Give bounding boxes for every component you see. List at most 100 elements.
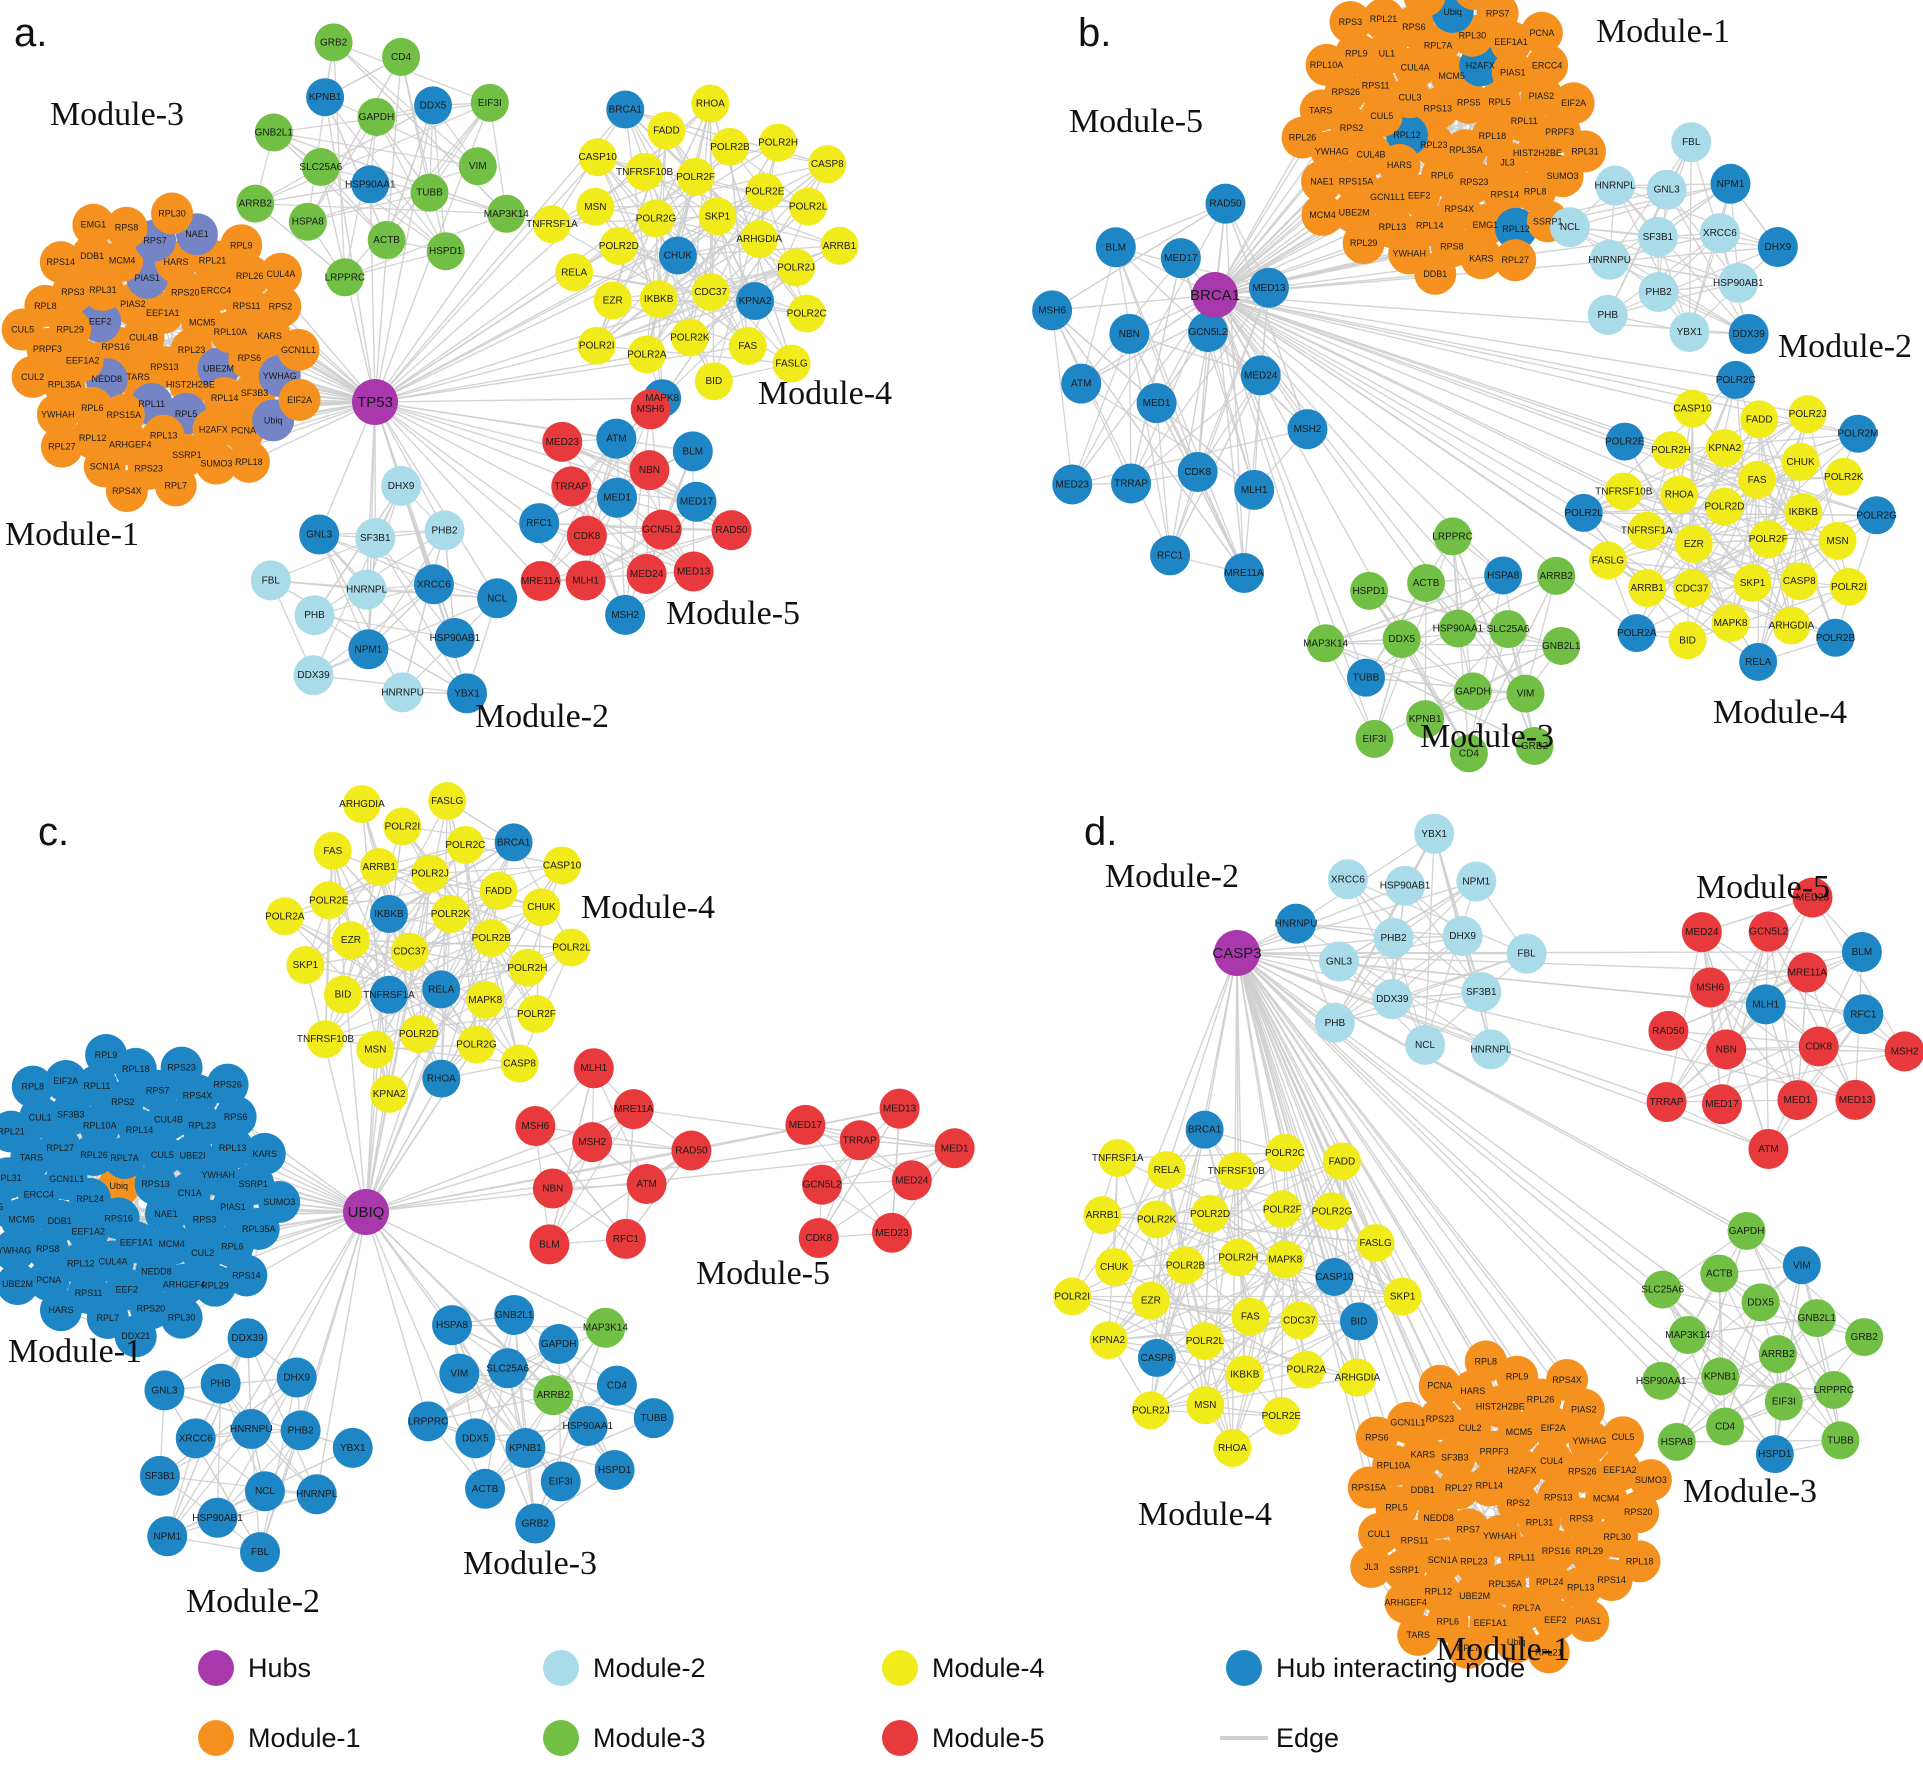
gene-node-label: RPL9 <box>95 1050 118 1060</box>
gene-node-label: GNL3 <box>1326 956 1353 967</box>
gene-node-label: EEF1A1 <box>1494 37 1528 47</box>
gene-node-POLR2J <box>1788 395 1827 434</box>
gene-node-label: FADD <box>653 126 680 137</box>
gene-node-label: POLR2F <box>517 1009 556 1020</box>
gene-node-label: DDX5 <box>1388 634 1415 645</box>
gene-node-label: PHB2 <box>1646 287 1673 298</box>
gene-node-RPL10A <box>1305 43 1348 86</box>
module-title-module-5-panel-b: Module-5 <box>1069 103 1203 140</box>
gene-node-label: HARS <box>164 257 189 267</box>
edge <box>1724 1317 1818 1427</box>
gene-node-RPS3 <box>1329 1 1372 44</box>
gene-node-label: ARRB1 <box>823 241 857 252</box>
edge <box>548 1150 692 1245</box>
gene-node-UBE2M <box>0 1263 39 1306</box>
gene-node-RPL18 <box>1618 1540 1661 1583</box>
gene-node-label: MAP3K14 <box>583 1323 628 1334</box>
gene-node-label: ACTB <box>472 1484 499 1495</box>
gene-node-label: HSP90AB1 <box>1380 881 1431 892</box>
gene-node-FAS <box>1738 460 1777 499</box>
gene-node-label: GCN5L2 <box>1189 327 1228 338</box>
edge <box>1236 952 1542 1400</box>
gene-node-RPL27 <box>1494 239 1537 282</box>
gene-node-label: RPS15A <box>1339 177 1374 187</box>
gene-node-label: POLR2J <box>1789 409 1827 420</box>
gene-node-HNRNPU <box>1589 239 1630 280</box>
gene-node-HNRNPU <box>382 672 423 713</box>
gene-node-label: FASLG <box>431 796 463 807</box>
gene-node-label: BID <box>1679 635 1696 646</box>
gene-node-POLR2K <box>670 318 709 357</box>
gene-node-label: CD4 <box>391 52 411 63</box>
edge <box>1666 931 1770 1103</box>
gene-node-label: RPS20 <box>137 1303 166 1313</box>
gene-node-label: PIAS2 <box>1571 1405 1597 1415</box>
gene-node-label: PIAS1 <box>135 273 161 283</box>
gene-node-label: MED23 <box>1796 893 1830 904</box>
gene-node-label: MED1 <box>603 493 631 504</box>
gene-node-HSP90AA1 <box>567 1405 608 1446</box>
gene-node-label: CDC37 <box>393 947 426 958</box>
edge <box>624 109 756 302</box>
gene-node-label: KARS <box>1411 1450 1436 1460</box>
gene-node-label: SUMO3 <box>200 459 232 469</box>
edge <box>1468 575 1557 754</box>
module-title-module-4-panel-c: Module-4 <box>581 889 715 926</box>
gene-node-label: HSPA8 <box>436 1320 468 1331</box>
edge <box>459 1372 589 1427</box>
gene-node-label: DHX9 <box>388 481 415 492</box>
gene-node-CASP10 <box>1673 389 1712 428</box>
gene-node-label: CUL1 <box>1368 1529 1391 1539</box>
gene-node-label: PHB <box>304 610 325 621</box>
gene-node-GNB2L1 <box>254 113 293 152</box>
edge <box>1214 294 1725 508</box>
gene-node-label: NAE1 <box>154 1209 178 1219</box>
edge <box>248 401 376 463</box>
gene-node-POLR2C <box>446 825 485 864</box>
gene-node-HSPD1 <box>1350 571 1389 610</box>
gene-node-POLR2D <box>1191 1194 1230 1233</box>
gene-node-label: CUL2 <box>1458 1423 1481 1433</box>
module-title-module-4-panel-a: Module-4 <box>758 375 892 412</box>
gene-node-MED23 <box>871 1212 912 1253</box>
gene-node-label: LRPPRC <box>1432 531 1473 542</box>
gene-node-label: POLR2J <box>1132 1405 1170 1416</box>
gene-node-label: EIF3I <box>549 1477 573 1488</box>
gene-node-CDC37 <box>1672 569 1711 608</box>
edge <box>374 401 693 453</box>
gene-node-RAD50 <box>711 510 752 551</box>
gene-node-PHB2 <box>424 510 465 551</box>
gene-node-label: PRPF3 <box>33 344 62 354</box>
gene-node-NPM1 <box>1456 861 1497 902</box>
gene-node-label: POLR2J <box>777 263 815 274</box>
gene-node-ARRB2 <box>1537 556 1576 595</box>
edge <box>1214 294 1808 415</box>
gene-node-label: CUL2 <box>191 1248 214 1258</box>
gene-node-ARHGEF4 <box>162 1263 205 1306</box>
gene-node-label: KPNA2 <box>739 296 772 307</box>
gene-node-label: RPS13 <box>1423 103 1452 113</box>
gene-node-label: HSP90AB1 <box>192 1513 243 1524</box>
gene-node-TARS <box>1397 1613 1440 1656</box>
gene-node-label: GNB2L1 <box>1542 641 1581 652</box>
gene-node-label: MED17 <box>680 497 714 508</box>
gene-node-label: RPL29 <box>56 324 84 334</box>
gene-node-label: HNRNPL <box>296 1489 338 1500</box>
gene-node-label: RPS20 <box>1624 1507 1653 1517</box>
gene-node-RFC1 <box>605 1218 646 1259</box>
gene-node-label: UBE2M <box>1459 1591 1490 1601</box>
gene-node-SLC25A6 <box>487 1348 528 1389</box>
legend-label: Module-2 <box>593 1653 706 1683</box>
edge <box>374 300 756 403</box>
edge <box>1725 931 1770 1050</box>
gene-node-label: ARRB2 <box>239 199 273 210</box>
edge <box>1150 1368 1307 1411</box>
edge <box>1614 185 1690 333</box>
gene-node-RPL26 <box>1281 116 1324 159</box>
gene-node-label: NPM1 <box>153 1531 181 1542</box>
gene-node-label: DDX39 <box>1376 994 1409 1005</box>
gene-node-label: RPL35A <box>242 1224 276 1234</box>
edge <box>313 583 435 676</box>
edge <box>159 1475 317 1495</box>
gene-node-MED1 <box>597 477 638 518</box>
